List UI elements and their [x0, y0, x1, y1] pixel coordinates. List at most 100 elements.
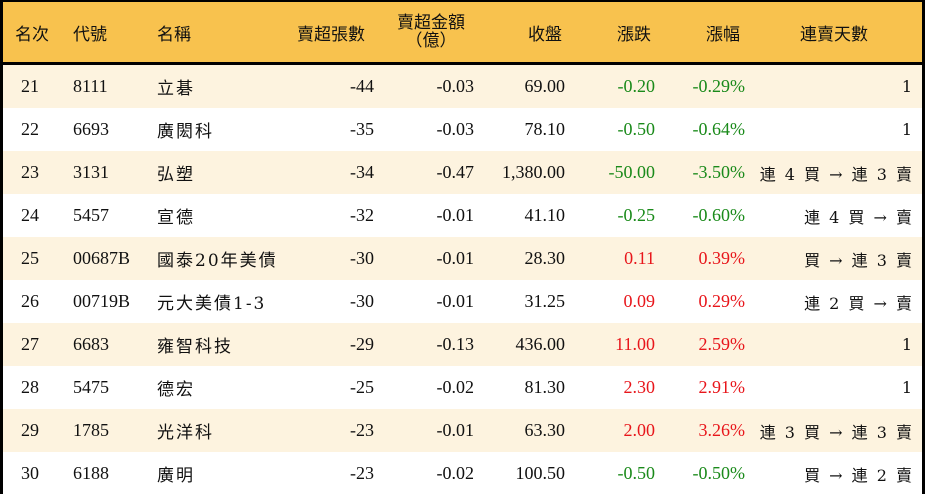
net-sell-amount-cell: -0.47: [436, 162, 475, 182]
rank-cell: 24: [21, 205, 39, 225]
net-sell-lots-cell: -29: [350, 334, 374, 354]
header-net-sell-lots: 賣超張數: [297, 24, 365, 45]
code-cell: 00719B: [73, 291, 131, 311]
change-pct-cell: -0.60%: [692, 205, 746, 225]
header-close: 收盤: [528, 24, 562, 45]
change-pct-cell: -0.29%: [692, 76, 746, 96]
close-cell: 31.25: [524, 291, 566, 311]
close-cell: 63.30: [524, 420, 566, 440]
code-cell: 5457: [73, 205, 109, 225]
change-cell: 11.00: [615, 334, 655, 354]
rank-cell: 30: [21, 463, 39, 483]
net-sell-lots-cell: -34: [350, 162, 374, 182]
header-change: 漲跌: [617, 24, 651, 45]
change-cell: -0.25: [617, 205, 656, 225]
streak-cell: 1: [901, 378, 913, 397]
code-cell: 6683: [73, 334, 109, 354]
change-cell: 0.09: [623, 291, 656, 311]
table-row: 22 6693 廣閎科 -35 -0.03 78.10 -0.50 -0.64%…: [3, 108, 922, 151]
net-sell-amount-cell: -0.03: [436, 76, 475, 96]
net-sell-lots-cell: -30: [350, 291, 374, 311]
streak-cell: 買 → 連 3 賣: [804, 250, 913, 270]
rank-cell: 29: [21, 420, 39, 440]
name-cell: 弘塑: [157, 165, 195, 185]
header-code: 代號: [73, 24, 107, 45]
code-cell: 1785: [73, 420, 109, 440]
header-net-sell-amount-line2: （億）: [405, 31, 457, 51]
name-cell: 廣閎科: [157, 122, 214, 142]
header-rank: 名次: [15, 24, 49, 45]
net-sell-lots-cell: -23: [350, 420, 374, 440]
code-cell: 6693: [73, 119, 109, 139]
header-net-sell-amount: 賣超金額 （億）: [397, 2, 465, 62]
name-cell: 國泰20年美債: [157, 251, 278, 271]
change-pct-cell: -3.50%: [692, 162, 746, 182]
name-cell: 德宏: [157, 380, 195, 400]
name-cell: 光洋科: [157, 423, 214, 443]
change-cell: 2.30: [623, 377, 656, 397]
code-cell: 8111: [73, 76, 108, 96]
streak-cell: 1: [901, 335, 913, 354]
change-cell: -0.20: [617, 76, 656, 96]
rank-cell: 28: [21, 377, 39, 397]
table-row: 23 3131 弘塑 -34 -0.47 1,380.00 -50.00 -3.…: [3, 151, 922, 194]
streak-cell: 1: [901, 77, 913, 96]
header-streak-days: 連賣天數: [800, 24, 868, 45]
close-cell: 1,380.00: [502, 162, 565, 182]
name-cell: 宣德: [157, 208, 195, 228]
net-sell-lots-cell: -35: [350, 119, 374, 139]
streak-cell: 連 2 買 → 賣: [804, 293, 913, 313]
net-sell-lots-cell: -30: [350, 248, 374, 268]
header-net-sell-amount-line1: 賣超金額: [397, 13, 465, 33]
code-cell: 5475: [73, 377, 109, 397]
change-pct-cell: 0.39%: [698, 248, 746, 268]
rank-cell: 22: [21, 119, 39, 139]
header-change-pct: 漲幅: [706, 24, 740, 45]
change-pct-cell: 2.59%: [698, 334, 746, 354]
change-pct-cell: 3.26%: [698, 420, 746, 440]
close-cell: 69.00: [524, 76, 566, 96]
net-sell-amount-cell: -0.03: [436, 119, 475, 139]
net-sell-lots-cell: -44: [350, 76, 374, 96]
table-row: 27 6683 雍智科技 -29 -0.13 436.00 11.00 2.59…: [3, 323, 922, 366]
change-pct-cell: 0.29%: [698, 291, 746, 311]
net-sell-lots-cell: -25: [350, 377, 374, 397]
change-cell: 0.11: [624, 248, 655, 268]
change-cell: 2.00: [623, 420, 656, 440]
rank-cell: 21: [21, 76, 39, 96]
streak-cell: 1: [901, 120, 913, 139]
net-sell-amount-cell: -0.01: [436, 420, 475, 440]
net-sell-amount-cell: -0.02: [436, 463, 475, 483]
rank-cell: 23: [21, 162, 39, 182]
table-header: 名次 代號 名稱 賣超張數 賣超金額 （億） 收盤 漲跌 漲幅 連賣天數: [3, 2, 922, 65]
rank-cell: 27: [21, 334, 39, 354]
code-cell: 6188: [73, 463, 109, 483]
code-cell: 3131: [73, 162, 109, 182]
net-sell-amount-cell: -0.13: [436, 334, 475, 354]
rank-cell: 26: [21, 291, 39, 311]
streak-cell: 連 3 買 → 連 3 賣: [759, 422, 913, 442]
close-cell: 81.30: [524, 377, 566, 397]
table-row: 28 5475 德宏 -25 -0.02 81.30 2.30 2.91% 1: [3, 366, 922, 409]
close-cell: 41.10: [524, 205, 566, 225]
header-name: 名稱: [157, 24, 191, 45]
close-cell: 436.00: [515, 334, 566, 354]
close-cell: 100.50: [515, 463, 566, 483]
table-body: 21 8111 立碁 -44 -0.03 69.00 -0.20 -0.29% …: [3, 65, 922, 495]
rank-cell: 25: [21, 248, 39, 268]
name-cell: 雍智科技: [157, 337, 233, 357]
change-pct-cell: -0.64%: [692, 119, 746, 139]
change-pct-cell: -0.50%: [692, 463, 746, 483]
net-sell-amount-cell: -0.01: [436, 291, 475, 311]
name-cell: 元大美債1-3: [157, 294, 267, 314]
code-cell: 00687B: [73, 248, 131, 268]
table-row: 21 8111 立碁 -44 -0.03 69.00 -0.20 -0.29% …: [3, 65, 922, 108]
net-sell-amount-cell: -0.02: [436, 377, 475, 397]
net-sell-amount-cell: -0.01: [436, 205, 475, 225]
streak-cell: 連 4 買 → 連 3 賣: [759, 164, 913, 184]
change-cell: -0.50: [617, 463, 656, 483]
name-cell: 廣明: [157, 466, 195, 486]
close-cell: 78.10: [524, 119, 566, 139]
change-pct-cell: 2.91%: [698, 377, 746, 397]
